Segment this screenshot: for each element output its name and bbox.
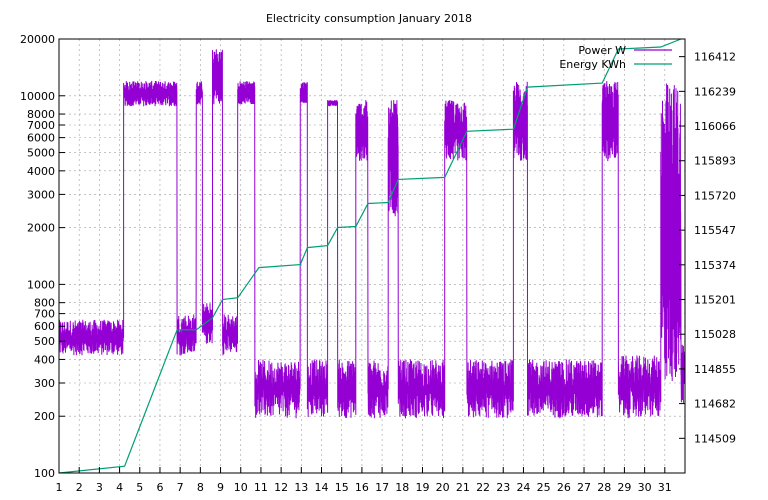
x-axis: 1 2 3 4 5 6 7 8 9 10 11 12 13 14 15 16 17 18 19 20 21 22 23 24 2…: [56, 467, 672, 494]
y-left-tick-label: 8000: [27, 108, 55, 121]
x-tick-label: 20: [436, 481, 450, 494]
plot-frame: [58, 38, 686, 474]
x-tick-label: 27: [577, 481, 591, 494]
y-right-tick-label: 115893: [694, 155, 736, 168]
x-tick-label: 26: [557, 481, 571, 494]
y-right-tick-label: 116412: [694, 51, 736, 64]
y-left-tick-label: 200: [34, 410, 55, 423]
x-tick-label: 7: [177, 481, 184, 494]
x-tick-label: 4: [116, 481, 123, 494]
x-tick-label: 30: [638, 481, 652, 494]
x-tick-label: 31: [658, 481, 672, 494]
y-left-tick-label: 20000: [20, 33, 55, 46]
y-right-tick-label: 115720: [694, 189, 736, 202]
chart-title: Electricity consumption January 2018: [266, 12, 472, 25]
y-left-tick-label: 600: [34, 320, 55, 333]
y-right-tick-label: 114855: [694, 363, 736, 376]
y-left-tick-label: 300: [34, 377, 55, 390]
x-tick-label: 11: [254, 481, 268, 494]
y-right-tick-label: 114509: [694, 432, 736, 445]
x-tick-label: 25: [537, 481, 551, 494]
x-tick-label: 9: [217, 481, 224, 494]
y-left-tick-label: 6000: [27, 132, 55, 145]
power-series: [58, 49, 686, 419]
y-left-tick-label: 10000: [20, 90, 55, 103]
x-tick-label: 10: [234, 481, 248, 494]
y-left-tick-label: 1000: [27, 278, 55, 291]
x-tick-label: 8: [197, 481, 204, 494]
y-left-tick-label: 2000: [27, 222, 55, 235]
y-left-tick-label: 400: [34, 353, 55, 366]
x-tick-label: 1: [56, 481, 63, 494]
y-left-tick-label: 5000: [27, 147, 55, 160]
y-left-tick-label: 800: [34, 297, 55, 310]
y-left-tick-label: 3000: [27, 188, 55, 201]
x-tick-label: 22: [476, 481, 490, 494]
x-tick-label: 29: [617, 481, 631, 494]
y-right-tick-label: 115201: [694, 294, 736, 307]
y-right-tick-label: 116066: [694, 120, 736, 133]
x-tick-label: 14: [315, 481, 329, 494]
y-left-tick-label: 100: [34, 467, 55, 480]
legend-label: Energy KWh: [559, 58, 626, 71]
y-left-tick-label: 7000: [27, 119, 55, 132]
energy-series: [58, 38, 682, 474]
x-tick-label: 3: [96, 481, 103, 494]
y-right-tick-label: 115028: [694, 328, 736, 341]
x-tick-label: 24: [516, 481, 530, 494]
x-tick-label: 19: [415, 481, 429, 494]
x-tick-label: 2: [76, 481, 83, 494]
y-right-tick-label: 116239: [694, 85, 736, 98]
legend-label: Power W: [578, 44, 626, 57]
y-left-tick-label: 500: [34, 335, 55, 348]
x-tick-label: 6: [156, 481, 163, 494]
x-tick-label: 28: [597, 481, 611, 494]
x-tick-label: 12: [274, 481, 288, 494]
x-tick-label: 17: [375, 481, 389, 494]
y-left-tick-label: 700: [34, 308, 55, 321]
x-tick-label: 15: [335, 481, 349, 494]
x-tick-label: 16: [355, 481, 369, 494]
energy-series-line: [58, 38, 682, 474]
y-right-axis: 114509 114682 114855 115028 115201 115374 1155…: [679, 51, 736, 445]
power-series-line: [58, 49, 686, 419]
y-left-tick-label: 4000: [27, 165, 55, 178]
y-right-tick-label: 114682: [694, 398, 736, 411]
y-right-tick-label: 115374: [694, 259, 736, 272]
x-tick-label: 18: [395, 481, 409, 494]
y-right-tick-label: 115547: [694, 224, 736, 237]
x-tick-label: 23: [496, 481, 510, 494]
x-tick-label: 5: [136, 481, 143, 494]
x-tick-label: 21: [456, 481, 470, 494]
x-tick-label: 13: [294, 481, 308, 494]
